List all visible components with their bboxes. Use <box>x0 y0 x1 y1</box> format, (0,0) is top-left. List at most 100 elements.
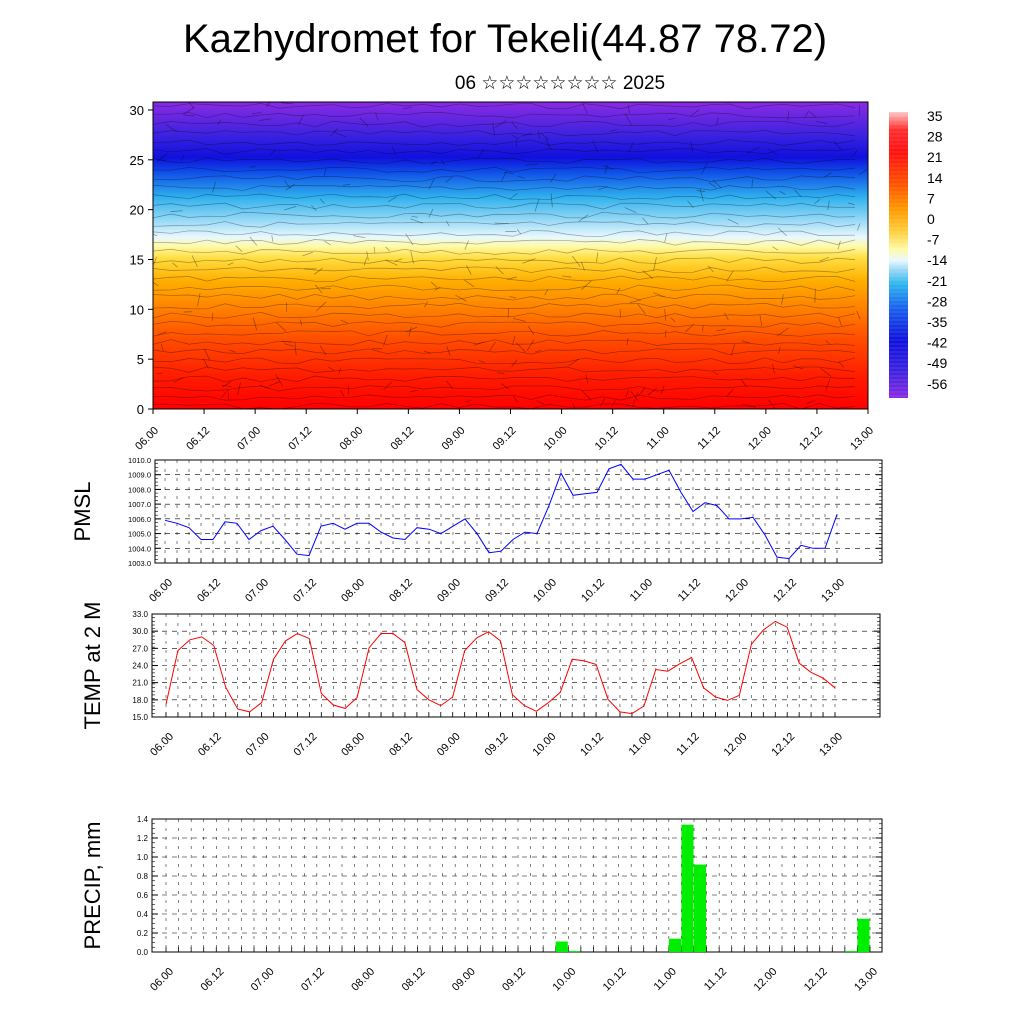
wind-barb <box>503 171 514 174</box>
wind-barb <box>299 319 303 326</box>
colorbar-label: -28 <box>927 293 947 309</box>
wind-barb <box>302 251 313 257</box>
x-tick-label: 10.12 <box>593 425 621 453</box>
x-tick-label: 12.12 <box>771 577 799 605</box>
wind-barb <box>562 275 572 278</box>
wind-barb <box>793 365 804 370</box>
x-tick-label: 06.12 <box>184 425 212 453</box>
colorbar-bands <box>889 115 908 397</box>
wind-barb <box>664 233 668 243</box>
wind-barb <box>385 259 398 266</box>
wind-barb <box>856 310 861 320</box>
wind-barb <box>252 317 258 331</box>
wind-barb <box>511 134 520 140</box>
wind-barb <box>410 218 423 224</box>
x-tick-label: 11.12 <box>702 966 729 993</box>
wind-barb <box>516 342 527 353</box>
wind-barb <box>464 279 475 288</box>
wind-barb <box>702 325 704 332</box>
y-tick-label: 0.4 <box>137 910 149 919</box>
wind-streak <box>153 275 856 283</box>
wind-barb <box>445 380 453 389</box>
wind-barb <box>536 400 545 405</box>
wind-barb <box>172 262 178 268</box>
wind-barb <box>359 117 369 127</box>
wind-streak <box>153 157 856 164</box>
y-tick-label: 27.0 <box>132 644 148 653</box>
temp-panel: 15.0 18.0 21.0 24.0 27.0 30.0 33.0 06.00 06.12 07… <box>80 602 881 759</box>
wind-streak <box>153 112 856 119</box>
wind-barb <box>516 229 522 235</box>
wind-barb <box>204 348 211 361</box>
wind-barb <box>383 381 393 391</box>
wind-barb <box>730 343 736 356</box>
wind-barb <box>285 183 295 191</box>
wind-barb <box>182 107 195 116</box>
colorbar-label: 21 <box>927 149 943 165</box>
wind-barb <box>581 280 592 291</box>
wind-barb <box>572 255 581 267</box>
x-tick-label: 08.00 <box>349 966 377 994</box>
x-tick-label: 06.12 <box>198 966 226 994</box>
wind-barb <box>249 236 258 246</box>
wind-barb <box>520 133 532 137</box>
wind-barb <box>284 180 291 189</box>
cross-section-y-axis: 0 5 10 15 20 25 30 <box>130 103 153 417</box>
x-tick-label: 11.00 <box>652 966 679 993</box>
wind-barb <box>815 120 828 124</box>
wind-barb <box>833 140 842 151</box>
x-tick-label: 09.00 <box>440 425 468 453</box>
y-tick-label: 30.0 <box>132 627 148 636</box>
colorbar-label: -42 <box>927 335 947 351</box>
cross-section-x-axis: 06.00 06.12 07.00 07.12 08.00 08.12 09.00 09.12… <box>133 409 876 453</box>
wind-streak <box>153 293 856 301</box>
wind-barb <box>402 106 413 110</box>
wind-streak <box>153 193 856 201</box>
wind-barb <box>824 172 832 178</box>
x-tick-label: 07.12 <box>299 966 327 994</box>
wind-barb <box>598 186 609 191</box>
wind-barb <box>197 293 201 307</box>
wind-barb <box>600 398 606 407</box>
y-tick-label: 24.0 <box>132 662 148 671</box>
wind-barb <box>837 240 841 250</box>
wind-barb <box>445 176 453 183</box>
x-tick-label: 09.12 <box>491 425 519 453</box>
colorbar-label: -7 <box>927 232 940 248</box>
y-tick-label: 5 <box>137 352 144 367</box>
wind-barb <box>319 345 327 355</box>
x-tick-label: 13.00 <box>852 966 880 994</box>
wind-barb <box>203 358 209 369</box>
wind-barb <box>825 340 831 346</box>
wind-streak <box>153 257 856 264</box>
y-tick-label: 21.0 <box>132 679 148 688</box>
wind-barb <box>423 350 432 354</box>
wind-barb <box>526 339 535 351</box>
x-tick-label: 12.00 <box>722 731 750 759</box>
wind-barb <box>294 342 297 356</box>
wind-barb <box>153 281 159 287</box>
x-tick-label: 08.12 <box>387 731 415 759</box>
wind-barb <box>512 336 516 345</box>
wind-barb <box>464 240 469 250</box>
wind-barb <box>628 142 634 153</box>
wind-barb <box>323 168 327 177</box>
colorbar-scale <box>889 112 908 398</box>
wind-barb <box>489 341 496 351</box>
wind-barb <box>765 190 777 200</box>
wind-barb <box>647 388 657 396</box>
wind-barb <box>534 198 540 212</box>
x-tick-label: 06.12 <box>196 731 224 759</box>
wind-barb <box>251 111 262 115</box>
wind-barb <box>596 252 599 263</box>
y-tick-label: 20 <box>130 203 144 218</box>
wind-barb <box>284 206 297 211</box>
wind-barb <box>550 173 557 183</box>
wind-barb <box>629 299 641 303</box>
x-tick-label: 06.00 <box>133 425 161 453</box>
y-axis-title: PRECIP, mm <box>80 822 105 950</box>
wind-barb <box>391 146 396 154</box>
wind-barb <box>237 382 241 396</box>
wind-barb <box>327 366 335 371</box>
wind-barbs <box>153 102 868 409</box>
